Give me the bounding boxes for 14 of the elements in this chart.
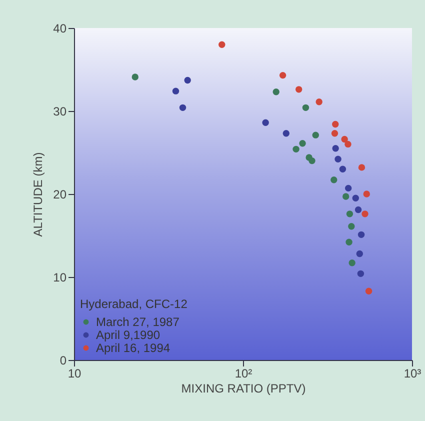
y-tick-label: 40 [53,22,67,36]
legend-label: April 9,1990 [96,328,160,342]
y-tick-label: 10 [53,270,67,284]
y-tick-label: 30 [53,104,67,118]
legend-title: Hyderabad, CFC-12 [80,297,188,311]
x-axis-title: MIXING RATIO (PPTV) [181,382,306,396]
legend-label: April 16, 1994 [96,341,170,355]
y-tick-label: 0 [60,354,67,368]
y-axis-title: ALTITUDE (km) [31,152,46,237]
x-tick-label: 10³ [404,366,422,380]
x-tick-label: 10 [68,366,82,380]
x-tick-label: 10² [234,366,252,380]
legend-label: March 27, 1987 [96,315,180,329]
y-tick-label: 20 [53,188,67,202]
